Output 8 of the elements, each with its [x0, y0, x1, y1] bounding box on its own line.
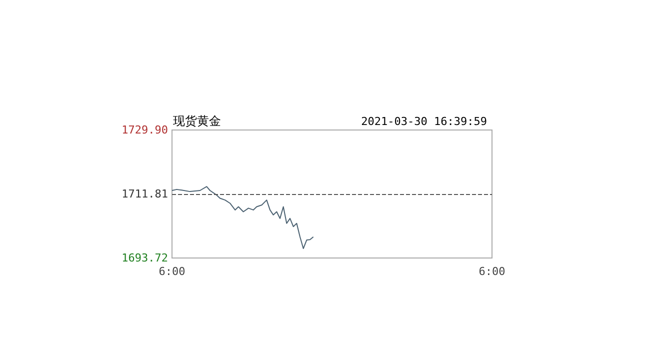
chart-subtitle: 2021-03-30 16:39:59	[361, 115, 488, 128]
chart-title: 现货黄金	[173, 114, 221, 128]
y-tick-label: 1711.81	[122, 188, 168, 200]
x-tick-label: 6:00	[158, 265, 186, 278]
y-tick-label: 1693.72	[122, 252, 168, 264]
y-tick-label: 1729.90	[122, 124, 168, 136]
line-series	[172, 186, 314, 250]
x-tick-label: 6:00	[478, 265, 506, 278]
